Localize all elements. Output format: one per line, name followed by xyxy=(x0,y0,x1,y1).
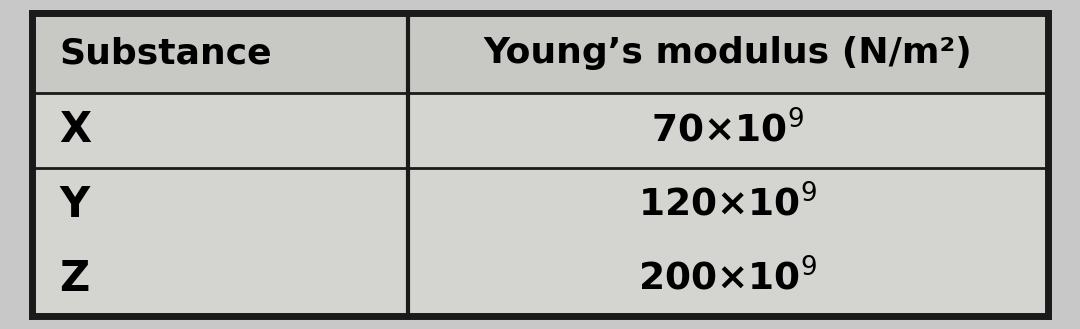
Text: Z: Z xyxy=(59,258,90,300)
Bar xyxy=(408,167,1048,242)
Bar xyxy=(32,13,408,93)
Text: Young’s modulus (N/m²): Young’s modulus (N/m²) xyxy=(484,36,972,70)
Text: 200×10$^{9}$: 200×10$^{9}$ xyxy=(638,259,818,298)
Bar xyxy=(408,242,1048,316)
Bar xyxy=(408,13,1048,93)
Text: Substance: Substance xyxy=(59,36,272,70)
Text: X: X xyxy=(59,110,92,151)
Text: Y: Y xyxy=(59,184,90,226)
Bar xyxy=(32,242,408,316)
Text: 70×10$^{9}$: 70×10$^{9}$ xyxy=(651,111,805,150)
Bar xyxy=(32,167,408,242)
Bar xyxy=(32,93,408,167)
Text: 120×10$^{9}$: 120×10$^{9}$ xyxy=(638,185,818,224)
Bar xyxy=(408,93,1048,167)
